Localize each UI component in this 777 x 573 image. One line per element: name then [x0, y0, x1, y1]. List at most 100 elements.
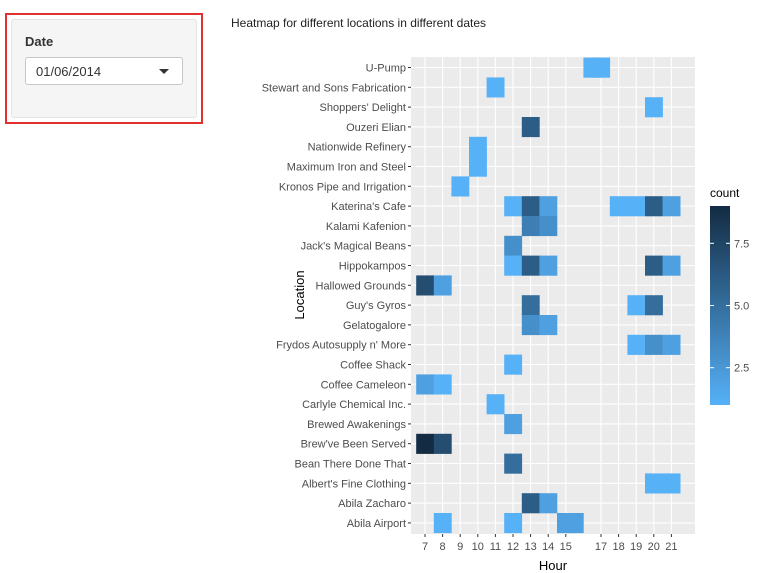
heatmap-cell [504, 235, 523, 256]
y-tick-label: Nationwide Refinery [308, 142, 407, 154]
heatmap-cell [592, 57, 611, 78]
y-tick-label: Abila Airport [347, 518, 406, 530]
date-select-value: 01/06/2014 [36, 64, 102, 79]
heatmap-cell [521, 117, 540, 138]
heatmap-cell [539, 216, 558, 237]
x-tick-label: 13 [524, 541, 536, 553]
heatmap-cell [416, 433, 435, 454]
heatmap-cells [416, 57, 681, 534]
y-tick-label: Ouzeri Elian [346, 122, 406, 134]
y-tick-label: Jack's Magical Beans [301, 241, 407, 253]
heatmap-cell [645, 196, 663, 217]
heatmap-cell [416, 275, 435, 296]
date-filter-panel: Date 01/06/2014 [5, 13, 203, 124]
legend-title: count [710, 186, 740, 200]
y-tick-label: Coffee Shack [340, 360, 406, 372]
heatmap-cell [583, 57, 602, 78]
y-tick-label: Guy's Gyros [346, 300, 407, 312]
heatmap-cell [539, 196, 558, 217]
heatmap-cell [433, 513, 452, 534]
x-axis: 7 8 9 10 11 12 13 14 15 17 18 19 20 21 [422, 534, 678, 553]
heatmap-cell [521, 255, 540, 276]
heatmap-cell [521, 295, 540, 316]
y-tick-label: Brewed Awakenings [307, 419, 406, 431]
x-tick-label: 9 [457, 541, 463, 553]
y-tick-label: Katerina's Cafe [331, 201, 406, 213]
legend-ticks: 2.5 5.0 7.5 [710, 238, 749, 375]
heatmap-cell [469, 136, 487, 157]
heatmap-cell [504, 196, 523, 217]
heatmap-cell [521, 493, 540, 514]
date-label: Date [25, 34, 54, 49]
heatmap-cell [539, 255, 558, 276]
y-tick-label: Hallowed Grounds [316, 280, 407, 292]
heatmap-cell [433, 275, 452, 296]
plot-background [411, 57, 695, 534]
y-axis-title: Location [292, 270, 307, 319]
x-tick-label: 21 [665, 541, 677, 553]
gridlines [411, 57, 695, 534]
legend-tick-label: 5.0 [734, 301, 749, 313]
heatmap-cell [486, 394, 505, 415]
x-axis-title: Hour [539, 558, 568, 573]
heatmap-cell [416, 374, 435, 395]
date-select[interactable]: 01/06/2014 [25, 57, 183, 85]
y-tick-label: Bean There Done That [294, 459, 406, 471]
x-tick-label: 11 [490, 541, 501, 553]
legend-tick-label: 7.5 [734, 238, 749, 250]
legend-colorbar [710, 206, 730, 405]
heatmap-cell [539, 493, 558, 514]
heatmap-cell [521, 315, 540, 336]
y-tick-label: Brew've Been Served [301, 439, 406, 451]
y-tick-label: Frydos Autosupply n' More [276, 340, 406, 352]
heatmap-cell [504, 255, 523, 276]
heatmap-cell [645, 334, 663, 355]
x-tick-label: 12 [507, 541, 519, 553]
heatmap-cell [627, 196, 646, 217]
heatmap-cell [645, 97, 663, 118]
y-tick-label: Coffee Cameleon [321, 379, 406, 391]
y-axis: U-Pump Stewart and Sons Fabrication Shoppe… [262, 63, 411, 530]
heatmap-cell [645, 473, 663, 494]
heatmap-cell [662, 334, 681, 355]
heatmap-cell [451, 176, 470, 197]
y-tick-label: Gelatogalore [343, 320, 406, 332]
y-tick-label: Maximum Iron and Steel [287, 162, 406, 174]
heatmap-cell [662, 255, 681, 276]
y-tick-label: Hippokampos [339, 261, 407, 273]
heatmap-cell [504, 354, 523, 375]
heatmap-cell [565, 513, 584, 534]
x-tick-label: 19 [630, 541, 642, 553]
x-tick-label: 15 [560, 541, 572, 553]
y-tick-label: Carlyle Chemical Inc. [302, 399, 406, 411]
y-tick-label: Albert's Fine Clothing [302, 478, 406, 490]
heatmap-cell [521, 196, 540, 217]
heatmap-cell [627, 295, 646, 316]
heatmap-cell [645, 255, 663, 276]
x-tick-label: 14 [542, 541, 554, 553]
heatmap-cell [662, 473, 681, 494]
y-tick-label: Kronos Pipe and Irrigation [279, 181, 406, 193]
heatmap-cell [469, 156, 487, 177]
y-tick-label: Kalami Kafenion [326, 221, 406, 233]
heatmap-cell [433, 433, 452, 454]
y-tick-label: U-Pump [366, 63, 406, 75]
y-tick-label: Shoppers' Delight [320, 102, 407, 114]
x-tick-label: 7 [422, 541, 428, 553]
heatmap-cell [504, 513, 523, 534]
x-tick-label: 17 [595, 541, 607, 553]
heatmap-cell [557, 513, 575, 534]
heatmap-cell [504, 453, 523, 474]
heatmap-cell [662, 196, 681, 217]
y-tick-label: Stewart and Sons Fabrication [262, 82, 406, 94]
heatmap-cell [486, 77, 505, 98]
x-tick-label: 18 [612, 541, 624, 553]
heatmap-cell [504, 414, 523, 435]
heatmap-cell [609, 196, 628, 217]
heatmap-cell [521, 216, 540, 237]
chevron-down-icon [159, 69, 169, 74]
heatmap-cell [433, 374, 452, 395]
chart-title: Heatmap for different locations in diffe… [231, 16, 487, 30]
legend-tick-label: 2.5 [734, 363, 749, 375]
heatmap-cell [645, 295, 663, 316]
